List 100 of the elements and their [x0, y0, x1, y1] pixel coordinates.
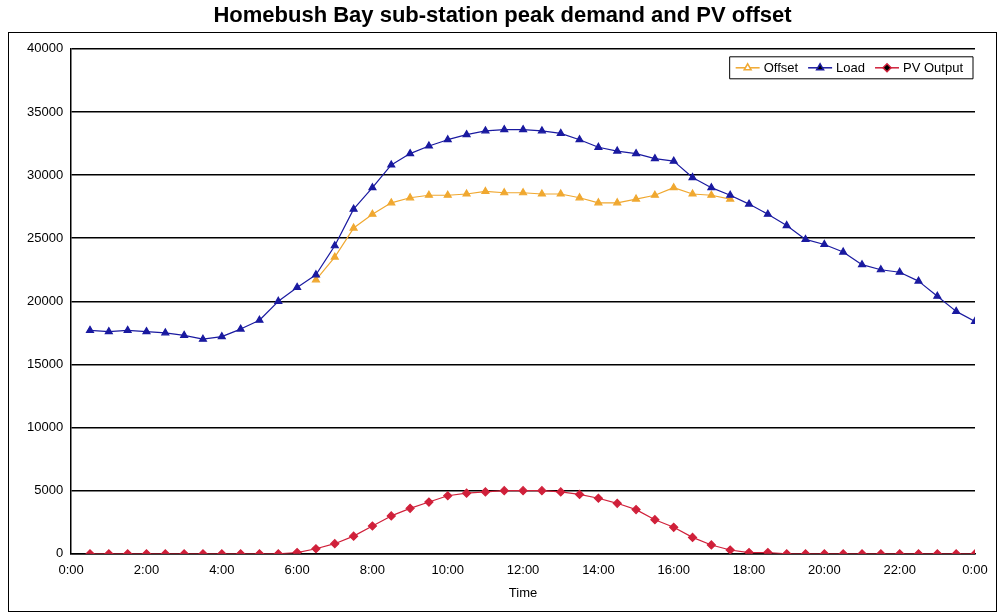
point [669, 522, 679, 532]
x-axis-title: Time [508, 584, 538, 600]
y-tick-label: 40000 [26, 40, 64, 56]
point [594, 142, 603, 150]
point [406, 148, 415, 157]
x-tick-label: 10:00 [431, 562, 465, 578]
point [85, 325, 95, 333]
point [368, 183, 377, 191]
point [236, 324, 245, 332]
point [857, 260, 867, 268]
point [217, 332, 226, 340]
point [368, 209, 377, 217]
point [707, 183, 716, 191]
point [500, 125, 509, 133]
point [707, 190, 716, 198]
y-tick-label: 0 [55, 545, 64, 561]
point [763, 547, 773, 554]
point [706, 540, 716, 550]
point [782, 220, 791, 229]
point [613, 198, 622, 206]
point [443, 491, 453, 501]
point [104, 327, 113, 335]
point [744, 547, 754, 554]
point [462, 130, 471, 138]
point [593, 493, 603, 503]
point [537, 189, 546, 197]
x-tick-label: 8:00 [359, 562, 386, 578]
point [255, 315, 264, 323]
point [669, 183, 678, 191]
point [292, 547, 302, 554]
point [839, 247, 848, 255]
point [613, 146, 622, 154]
y-tick-label: 5000 [34, 482, 64, 498]
point [631, 148, 641, 157]
point [198, 334, 208, 342]
point [933, 291, 942, 299]
y-tick-label: 25000 [26, 229, 64, 245]
point [443, 135, 452, 143]
point [349, 223, 358, 231]
point [387, 198, 396, 206]
point [688, 189, 697, 197]
point [330, 241, 339, 249]
point [481, 126, 490, 134]
point [330, 539, 340, 549]
point [744, 199, 754, 207]
point [876, 265, 885, 273]
point [574, 489, 585, 500]
point [631, 505, 641, 515]
legend-label: Load [836, 60, 866, 76]
point [669, 156, 678, 164]
point [650, 154, 659, 162]
point [424, 497, 434, 507]
point [594, 198, 603, 206]
point [688, 172, 697, 181]
y-tick-label: 15000 [26, 356, 64, 371]
point [556, 128, 565, 136]
x-tick-label: 12:00 [506, 562, 540, 578]
point [820, 239, 829, 248]
point [952, 306, 961, 314]
point [367, 521, 378, 531]
chart-title: Homebush Bay sub-station peak demand and PV offset [212, 2, 793, 28]
point [726, 190, 735, 198]
point [386, 511, 396, 521]
point [556, 487, 566, 497]
x-tick-label: 14:00 [582, 562, 615, 578]
x-tick-label: 0:00 [962, 562, 988, 578]
point [443, 190, 452, 198]
y-tick-label: 10000 [26, 419, 64, 435]
point [161, 328, 170, 336]
point [499, 486, 509, 496]
point [330, 252, 339, 260]
point [518, 486, 528, 496]
point [180, 330, 189, 338]
y-tick-label: 20000 [26, 292, 64, 308]
point [895, 267, 904, 275]
point [123, 325, 132, 333]
legend-label: Offset [763, 60, 799, 76]
point [424, 141, 433, 149]
point [575, 193, 584, 201]
x-tick-label: 20:00 [808, 562, 841, 578]
point [311, 544, 321, 554]
x-tick-label: 16:00 [657, 562, 690, 578]
point [274, 296, 283, 304]
point [500, 188, 509, 196]
point [349, 204, 358, 212]
point [405, 503, 415, 513]
point [349, 531, 359, 541]
point [461, 488, 472, 498]
point [537, 486, 547, 496]
point [687, 532, 698, 542]
x-tick-label: 2:00 [133, 562, 160, 578]
x-tick-label: 0:00 [58, 562, 84, 578]
point [612, 498, 622, 508]
point [801, 234, 810, 243]
point [293, 282, 302, 291]
point [763, 209, 772, 217]
x-tick-label: 22:00 [883, 562, 916, 578]
point [424, 190, 433, 198]
x-tick-label: 18:00 [732, 562, 766, 578]
point [575, 135, 584, 143]
